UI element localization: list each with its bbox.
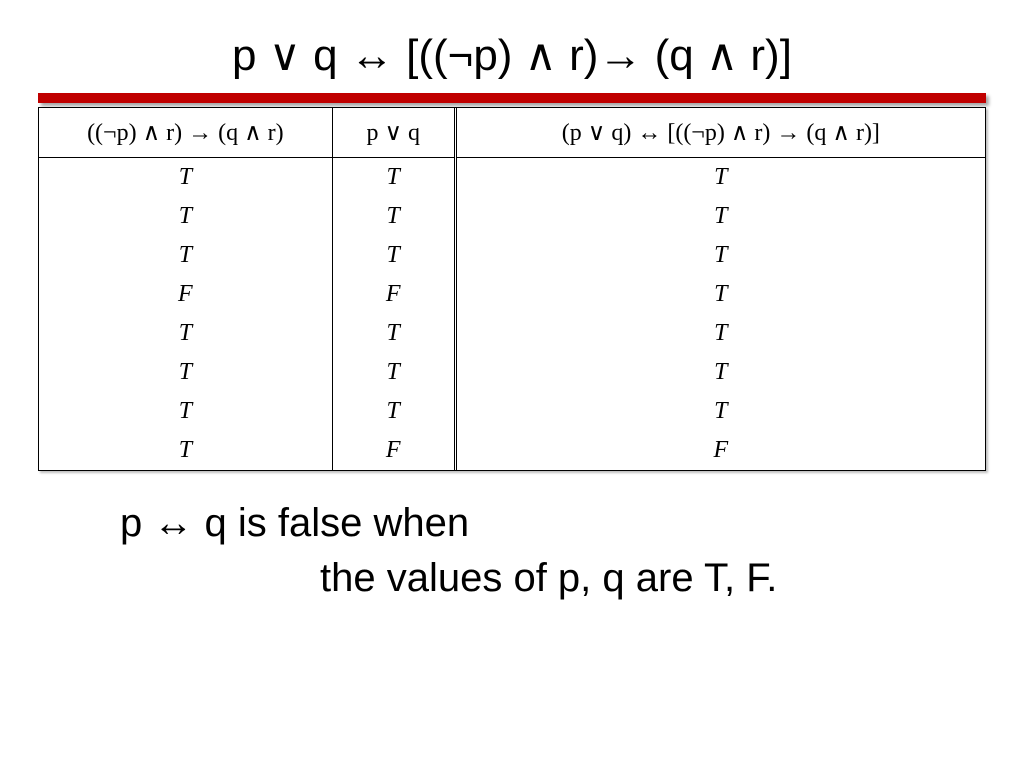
col-header-2: p ∨ q: [332, 108, 455, 158]
table-row: T T T: [39, 197, 985, 236]
table-header-row: ((¬p) ∧ r) → (q ∧ r) p ∨ q (p ∨ q) ↔ [((…: [39, 108, 985, 158]
note-line-2: the values of p, q are T, F.: [320, 556, 1024, 601]
table-row: T F F: [39, 431, 985, 470]
cell: T: [332, 314, 455, 353]
table-row: F F T: [39, 275, 985, 314]
cell: T: [455, 314, 985, 353]
cell: T: [39, 236, 332, 275]
cell: T: [332, 236, 455, 275]
cell: T: [455, 392, 985, 431]
cell: T: [39, 314, 332, 353]
col-header-3: (p ∨ q) ↔ [((¬p) ∧ r) → (q ∧ r)]: [455, 108, 985, 158]
cell: T: [332, 197, 455, 236]
cell: F: [455, 431, 985, 470]
cell: T: [455, 158, 985, 198]
cell: T: [332, 392, 455, 431]
col-header-1: ((¬p) ∧ r) → (q ∧ r): [39, 108, 332, 158]
cell: T: [455, 236, 985, 275]
cell: T: [332, 158, 455, 198]
table-body: T T T T T T T T T F F T: [39, 158, 985, 471]
cell: T: [39, 392, 332, 431]
cell: T: [455, 353, 985, 392]
truth-table: ((¬p) ∧ r) → (q ∧ r) p ∨ q (p ∨ q) ↔ [((…: [39, 108, 985, 470]
cell: T: [332, 353, 455, 392]
cell: F: [332, 275, 455, 314]
cell: T: [39, 197, 332, 236]
table-row: T T T: [39, 158, 985, 198]
cell: T: [455, 275, 985, 314]
table-row: T T T: [39, 353, 985, 392]
title-underline: [38, 93, 986, 103]
cell: T: [39, 431, 332, 470]
cell: F: [332, 431, 455, 470]
cell: T: [455, 197, 985, 236]
table-row: T T T: [39, 392, 985, 431]
cell: T: [39, 158, 332, 198]
table-row: T T T: [39, 236, 985, 275]
table-row: T T T: [39, 314, 985, 353]
slide: p ∨ q ↔ [((¬p) ∧ r)→ (q ∧ r)] ((¬p) ∧ r)…: [0, 0, 1024, 768]
cell: T: [39, 353, 332, 392]
note-line-1: p ↔ q is false when: [120, 501, 1024, 546]
slide-title: p ∨ q ↔ [((¬p) ∧ r)→ (q ∧ r)]: [40, 30, 984, 81]
cell: F: [39, 275, 332, 314]
truth-table-container: ((¬p) ∧ r) → (q ∧ r) p ∨ q (p ∨ q) ↔ [((…: [38, 107, 986, 471]
